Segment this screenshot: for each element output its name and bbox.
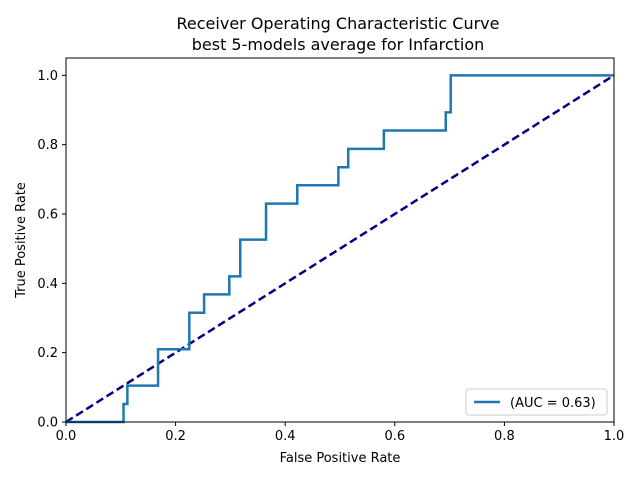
- series-layer: [65, 74, 615, 424]
- y-tick-label: 1.0: [37, 69, 58, 84]
- x-tick-label: 0.8: [494, 429, 515, 444]
- ticks-layer: 0.0 0.2 0.4 0.6 0.8 1.0 0.0 0.2 0.4 0.6 0.8 1.0: [37, 69, 624, 444]
- y-tick-label: 0.6: [37, 208, 58, 223]
- axes-frame: [65, 57, 615, 423]
- x-tick-label: 0.4: [275, 429, 296, 444]
- x-tick-label: 0.2: [165, 429, 186, 444]
- y-tick-label: 0.2: [37, 346, 58, 361]
- y-axis-label: True Positive Rate: [14, 182, 29, 299]
- chance-diagonal-line: [65, 74, 615, 424]
- y-tick-label: 0.8: [37, 138, 58, 153]
- y-tick-label: 0.0: [37, 416, 58, 431]
- legend-label-roc: (AUC = 0.63): [510, 396, 596, 411]
- legend: (AUC = 0.63): [465, 388, 608, 416]
- legend-box: [465, 388, 608, 416]
- x-axis-label: False Positive Rate: [280, 451, 401, 466]
- roc-curve-line: [66, 74, 614, 424]
- x-tick-label: 0.6: [384, 429, 405, 444]
- chart-title-line1: Receiver Operating Characteristic Curve: [177, 14, 500, 33]
- chart-title-line2: best 5-models average for Infarction: [192, 35, 485, 54]
- x-tick-label: 0.0: [56, 429, 77, 444]
- x-tick-label: 1.0: [604, 429, 625, 444]
- y-tick-label: 0.4: [37, 277, 58, 292]
